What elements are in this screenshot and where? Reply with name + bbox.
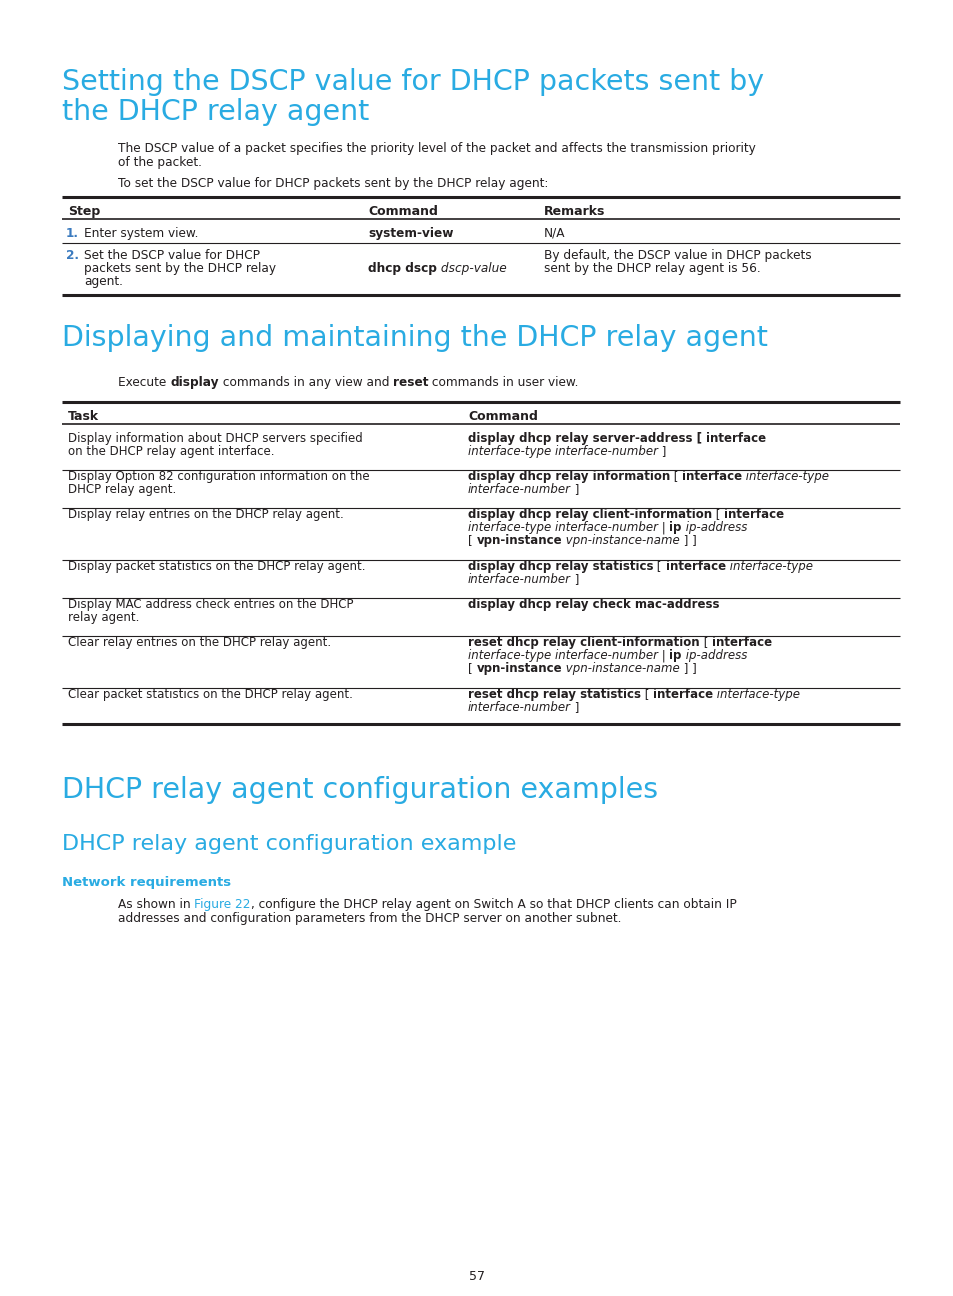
Text: dscp-value: dscp-value <box>436 262 506 275</box>
Text: interface-type interface-number: interface-type interface-number <box>468 445 658 457</box>
Text: display dhcp relay check mac-address: display dhcp relay check mac-address <box>468 597 719 610</box>
Text: sent by the DHCP relay agent is 56.: sent by the DHCP relay agent is 56. <box>543 262 760 275</box>
Text: ip: ip <box>669 649 681 662</box>
Text: reset dhcp relay statistics: reset dhcp relay statistics <box>468 688 640 701</box>
Text: relay agent.: relay agent. <box>68 610 139 623</box>
Text: vpn-instance: vpn-instance <box>476 662 561 675</box>
Text: the DHCP relay agent: the DHCP relay agent <box>62 98 369 126</box>
Text: addresses and configuration parameters from the DHCP server on another subnet.: addresses and configuration parameters f… <box>118 912 620 925</box>
Text: ip: ip <box>669 521 681 534</box>
Text: interface-type interface-number: interface-type interface-number <box>468 649 658 662</box>
Text: Set the DSCP value for DHCP: Set the DSCP value for DHCP <box>84 249 260 262</box>
Text: |: | <box>658 521 669 534</box>
Text: interface: interface <box>681 470 741 483</box>
Text: Enter system view.: Enter system view. <box>84 227 198 240</box>
Text: 1.: 1. <box>66 227 79 240</box>
Text: 57: 57 <box>469 1270 484 1283</box>
Text: Step: Step <box>68 205 100 218</box>
Text: [: [ <box>468 534 476 547</box>
Text: ip-address: ip-address <box>681 521 746 534</box>
Text: ]: ] <box>571 483 578 496</box>
Text: To set the DSCP value for DHCP packets sent by the DHCP relay agent:: To set the DSCP value for DHCP packets s… <box>118 178 548 191</box>
Text: Figure 22: Figure 22 <box>194 898 251 911</box>
Text: |: | <box>658 649 669 662</box>
Text: Setting the DSCP value for DHCP packets sent by: Setting the DSCP value for DHCP packets … <box>62 67 763 96</box>
Text: display dhcp relay server-address [: display dhcp relay server-address [ <box>468 432 705 445</box>
Text: ] ]: ] ] <box>679 662 696 675</box>
Text: ip-address: ip-address <box>681 649 746 662</box>
Text: ]: ] <box>571 573 578 586</box>
Text: vpn-instance: vpn-instance <box>476 534 561 547</box>
Text: Clear relay entries on the DHCP relay agent.: Clear relay entries on the DHCP relay ag… <box>68 636 331 649</box>
Text: [: [ <box>653 560 665 573</box>
Text: interface-type: interface-type <box>725 560 812 573</box>
Text: Clear packet statistics on the DHCP relay agent.: Clear packet statistics on the DHCP rela… <box>68 688 353 701</box>
Text: display dhcp relay statistics: display dhcp relay statistics <box>468 560 653 573</box>
Text: interface: interface <box>665 560 725 573</box>
Text: [: [ <box>468 662 476 675</box>
Text: packets sent by the DHCP relay: packets sent by the DHCP relay <box>84 262 275 275</box>
Text: [: [ <box>711 508 723 521</box>
Text: interface-type interface-number: interface-type interface-number <box>468 521 658 534</box>
Text: interface: interface <box>711 636 771 649</box>
Text: display dhcp relay client-information: display dhcp relay client-information <box>468 508 711 521</box>
Text: dhcp dscp: dhcp dscp <box>368 262 436 275</box>
Text: [: [ <box>699 636 711 649</box>
Text: [: [ <box>670 470 681 483</box>
Text: N/A: N/A <box>543 227 565 240</box>
Text: Displaying and maintaining the DHCP relay agent: Displaying and maintaining the DHCP rela… <box>62 324 767 353</box>
Text: ] ]: ] ] <box>679 534 696 547</box>
Text: DHCP relay agent configuration example: DHCP relay agent configuration example <box>62 835 516 854</box>
Text: By default, the DSCP value in DHCP packets: By default, the DSCP value in DHCP packe… <box>543 249 811 262</box>
Text: Display relay entries on the DHCP relay agent.: Display relay entries on the DHCP relay … <box>68 508 343 521</box>
Text: commands in any view and: commands in any view and <box>218 376 393 389</box>
Text: interface-number: interface-number <box>468 573 571 586</box>
Text: Command: Command <box>368 205 437 218</box>
Text: commands in user view.: commands in user view. <box>428 376 578 389</box>
Text: reset dhcp relay client-information: reset dhcp relay client-information <box>468 636 699 649</box>
Text: display: display <box>170 376 218 389</box>
Text: vpn-instance-name: vpn-instance-name <box>561 534 679 547</box>
Text: As shown in: As shown in <box>118 898 194 911</box>
Text: system-view: system-view <box>368 227 453 240</box>
Text: Command: Command <box>468 410 537 422</box>
Text: reset: reset <box>393 376 428 389</box>
Text: interface: interface <box>705 432 765 445</box>
Text: interface: interface <box>723 508 783 521</box>
Text: of the packet.: of the packet. <box>118 156 202 168</box>
Text: vpn-instance-name: vpn-instance-name <box>561 662 679 675</box>
Text: on the DHCP relay agent interface.: on the DHCP relay agent interface. <box>68 445 274 457</box>
Text: interface-number: interface-number <box>468 483 571 496</box>
Text: [: [ <box>640 688 653 701</box>
Text: Display Option 82 configuration information on the: Display Option 82 configuration informat… <box>68 470 369 483</box>
Text: display dhcp relay information: display dhcp relay information <box>468 470 670 483</box>
Text: Display information about DHCP servers specified: Display information about DHCP servers s… <box>68 432 362 445</box>
Text: interface-number: interface-number <box>468 701 571 714</box>
Text: Execute: Execute <box>118 376 170 389</box>
Text: Display MAC address check entries on the DHCP: Display MAC address check entries on the… <box>68 597 354 610</box>
Text: interface: interface <box>653 688 713 701</box>
Text: 2.: 2. <box>66 249 79 262</box>
Text: Display packet statistics on the DHCP relay agent.: Display packet statistics on the DHCP re… <box>68 560 365 573</box>
Text: , configure the DHCP relay agent on Switch A so that DHCP clients can obtain IP: , configure the DHCP relay agent on Swit… <box>251 898 736 911</box>
Text: ]: ] <box>658 445 666 457</box>
Text: agent.: agent. <box>84 275 123 288</box>
Text: DHCP relay agent configuration examples: DHCP relay agent configuration examples <box>62 776 658 804</box>
Text: interface-type: interface-type <box>713 688 800 701</box>
Text: The DSCP value of a packet specifies the priority level of the packet and affect: The DSCP value of a packet specifies the… <box>118 143 755 156</box>
Text: Remarks: Remarks <box>543 205 605 218</box>
Text: Task: Task <box>68 410 99 422</box>
Text: DHCP relay agent.: DHCP relay agent. <box>68 483 176 496</box>
Text: interface-type: interface-type <box>741 470 828 483</box>
Text: ]: ] <box>571 701 578 714</box>
Text: Network requirements: Network requirements <box>62 876 231 889</box>
